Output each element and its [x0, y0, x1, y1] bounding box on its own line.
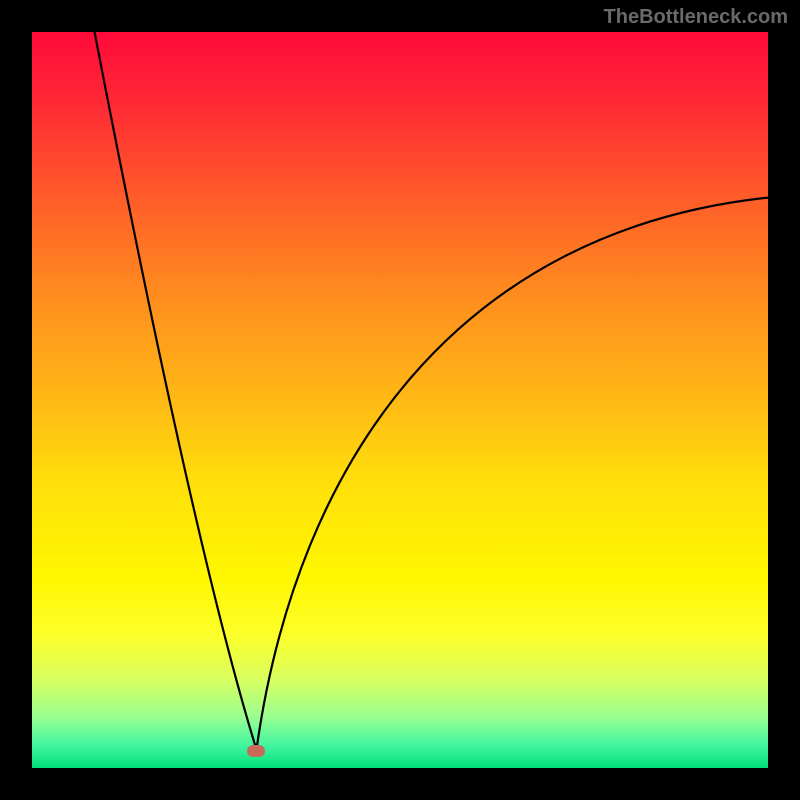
watermark-text: TheBottleneck.com [604, 6, 788, 29]
plot-area [32, 32, 768, 768]
bottleneck-curve [32, 32, 768, 768]
optimal-point-marker [247, 745, 265, 757]
curve-left-branch [95, 32, 257, 750]
curve-right-branch [256, 198, 768, 750]
chart-container: TheBottleneck.com [0, 0, 800, 800]
